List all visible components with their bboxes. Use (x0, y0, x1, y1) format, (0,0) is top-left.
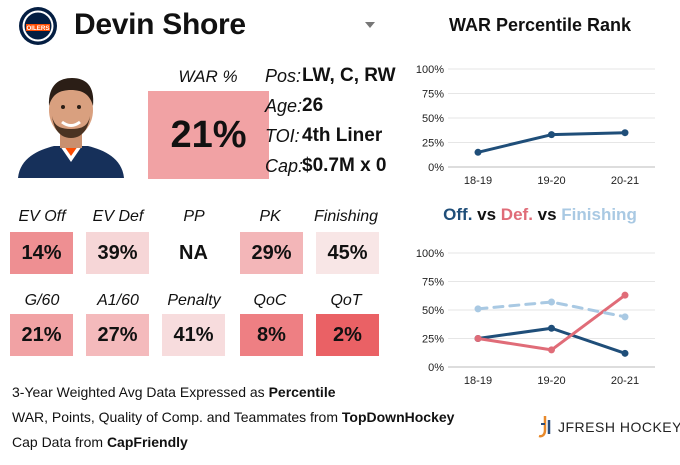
chart2-point-2-0 (474, 305, 482, 313)
info-age-key: Age: (265, 96, 303, 116)
stat-label-g60: G/60 (24, 292, 60, 309)
stat-label-pk: PK (259, 208, 281, 225)
chart2-title-finishing: Finishing (561, 205, 637, 224)
info-toi-key: TOI: (265, 126, 300, 146)
stat-box-ev-def: 39% (86, 232, 149, 274)
footer-line-3-bold: CapFriendly (106, 434, 188, 450)
info-pos-key: Pos: (265, 66, 302, 86)
chart2-y-tick-label: 0% (428, 362, 444, 374)
chart2-title-def: Def. (500, 205, 533, 224)
player-headshot (10, 66, 132, 178)
footer-line-2-bold: TopDownHockey (341, 409, 455, 425)
chart1-x-tick-label: 20-21 (611, 175, 639, 187)
jfresh-logo-icon (538, 416, 551, 438)
chart2-point-1-2 (621, 291, 629, 299)
brand-mark: JFRESH HOCKEY (536, 414, 680, 440)
chart2-y-tick-label: 100% (416, 248, 444, 260)
chart2-title-off: Off. (443, 205, 473, 224)
chart1-y-tick-label: 50% (422, 113, 444, 125)
chart1-y-tick-label: 100% (416, 64, 444, 76)
chart1-x-tick-label: 19-20 (537, 175, 565, 187)
chart1-y-tick-label: 75% (422, 89, 444, 101)
chart2-point-2-1 (548, 298, 555, 306)
chart1-point-0-0 (474, 148, 482, 156)
chart2-y-tick-label: 25% (422, 334, 444, 346)
chart1-y-tick-label: 0% (428, 162, 444, 174)
info-cap-value: $0.7M x 0 (302, 155, 387, 176)
stat-box-a160: 27% (86, 314, 149, 356)
chart1-y-tick-label: 25% (422, 138, 444, 150)
stat-label-a160: A1/60 (97, 292, 139, 309)
chart1-x-tick-label: 18-19 (464, 175, 492, 187)
info-cap-key: Cap: (265, 156, 304, 176)
chart2-y-tick-label: 75% (422, 277, 444, 289)
war-percentile-chart: 0% 25% 50% 75% 100% 18-19 19-20 20-21 (416, 64, 655, 187)
info-toi-value: 4th Liner (302, 125, 383, 146)
chart2-title-vs1: vs (472, 205, 501, 224)
chart2-title: Off. vs Def. vs Finishing (400, 205, 680, 225)
chart2-point-0-2 (621, 349, 629, 357)
info-age-value: 26 (302, 95, 324, 116)
stat-label-qoc: QoC (253, 292, 287, 309)
info-pos-value: LW, C, RW (302, 65, 396, 86)
chart1-title: WAR Percentile Rank (448, 15, 632, 35)
chart2-point-0-1 (548, 324, 555, 332)
off-def-finishing-chart: 0% 25% 50% 75% 100% 18-19 19-20 20-21 (416, 248, 655, 387)
brand-text: JFRESH HOCKEY (558, 419, 680, 435)
stat-box-g60: 21% (10, 314, 73, 356)
footer-line-3-text: Cap Data from (12, 434, 107, 450)
footer-line-2-text: WAR, Points, Quality of Comp. and Teamma… (12, 409, 342, 425)
stat-label-ev-off: EV Off (18, 208, 66, 225)
footer-line-2: WAR, Points, Quality of Comp. and Teamma… (12, 409, 454, 425)
chart2-point-2-2 (621, 313, 629, 321)
chart2-y-tick-label: 50% (422, 305, 444, 317)
stat-box-pp: NA (162, 232, 225, 274)
logo-text: OILERS (26, 25, 49, 32)
stat-label-qot: QoT (330, 292, 362, 309)
stat-box-qot: 2% (316, 314, 379, 356)
player-name: Devin Shore (74, 8, 246, 41)
chart2-title-vs2: vs (532, 205, 562, 224)
chart2-point-1-0 (474, 335, 482, 342)
chart1-point-0-2 (621, 129, 629, 137)
footer-line-3: Cap Data from CapFriendly (12, 434, 188, 450)
dropdown-caret-icon[interactable] (365, 22, 375, 28)
stat-box-finishing: 45% (316, 232, 379, 274)
oilers-logo: OILERS (19, 7, 57, 45)
stat-label-pp: PP (183, 208, 205, 225)
footer-line-1: 3-Year Weighted Avg Data Expressed as Pe… (12, 384, 336, 400)
chart2-x-tick-label: 20-21 (611, 375, 639, 387)
stat-box-qoc: 8% (240, 314, 303, 356)
war-label: WAR % (178, 67, 238, 86)
stat-label-ev-def: EV Def (92, 208, 144, 225)
chart2-point-1-1 (548, 346, 555, 354)
chart1-point-0-1 (548, 131, 555, 139)
footer-line-1-text: 3-Year Weighted Avg Data Expressed as (12, 384, 269, 400)
chart2-x-tick-label: 18-19 (464, 375, 492, 387)
war-value-box: 21% (148, 91, 269, 179)
stat-label-finishing: Finishing (313, 208, 379, 225)
footer-line-1-bold: Percentile (268, 384, 336, 400)
chart2-x-tick-label: 19-20 (537, 375, 565, 387)
stat-box-penalty: 41% (162, 314, 225, 356)
stat-label-penalty: Penalty (167, 292, 221, 309)
stat-box-pk: 29% (240, 232, 303, 274)
stat-box-ev-off: 14% (10, 232, 73, 274)
